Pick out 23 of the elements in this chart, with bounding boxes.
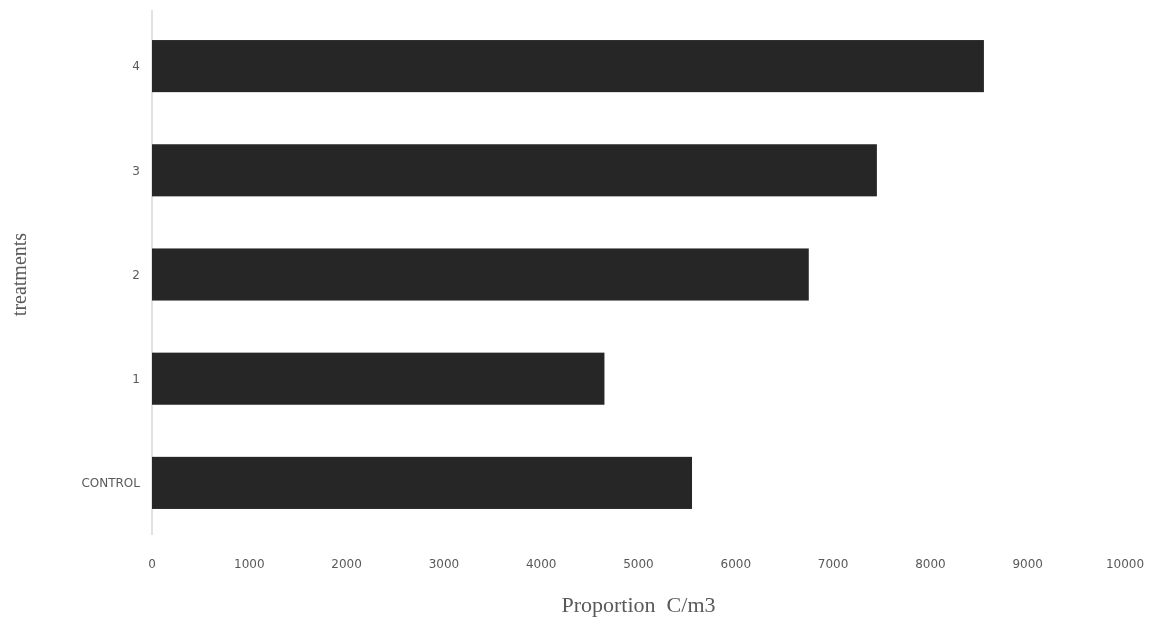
x-tick-label: 3000 <box>428 557 460 571</box>
x-tick-label: 1000 <box>234 557 265 571</box>
y-tick-label: 4 <box>132 59 140 74</box>
x-tick-label: 7000 <box>817 557 849 571</box>
x-tick-label: 9000 <box>1012 557 1043 571</box>
bar <box>152 456 693 509</box>
y-tick-label: 3 <box>132 163 140 178</box>
x-tick-label: 10000 <box>1105 557 1145 571</box>
bar <box>152 248 809 301</box>
y-tick-label: CONTROL <box>81 476 141 491</box>
x-tick-label: 8000 <box>915 557 946 571</box>
y-tick-label: 2 <box>132 267 140 282</box>
bar <box>152 144 877 197</box>
y-tick-label: 1 <box>132 371 140 386</box>
x-tick-label: 4000 <box>525 557 557 571</box>
x-axis-title: Proportion C/m3 <box>561 592 716 617</box>
y-axis-title: treatments <box>8 232 30 317</box>
x-tick-label: 0 <box>148 557 156 571</box>
x-tick-label: 6000 <box>720 557 752 571</box>
x-tick-label: 2000 <box>331 557 362 571</box>
bar <box>152 352 605 405</box>
x-tick-label: 5000 <box>623 557 654 571</box>
bar <box>152 40 984 93</box>
